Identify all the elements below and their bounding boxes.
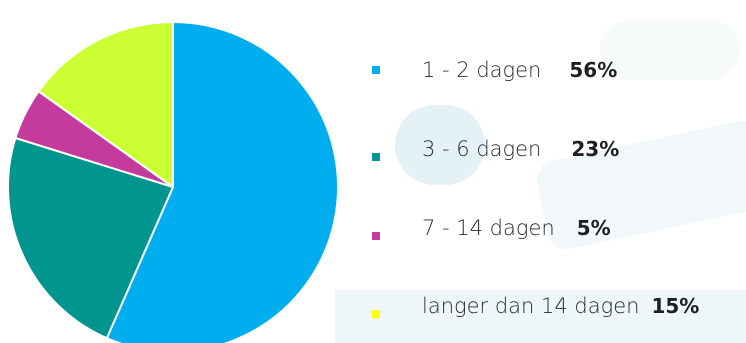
legend-item-3-6-dagen: 3 - 6 dagen 23% <box>372 131 619 167</box>
legend-label: langer dan 14 dagen <box>422 294 640 318</box>
legend-percentage: 5% <box>576 216 611 240</box>
background-blob <box>600 20 740 80</box>
pie-chart <box>7 21 339 343</box>
legend-item-langer-dan-14-dagen: langer dan 14 dagen 15% <box>372 288 699 324</box>
legend-swatch <box>372 66 380 74</box>
legend-swatch <box>372 310 380 318</box>
legend-label: 3 - 6 dagen <box>422 137 542 161</box>
legend-item-1-2-dagen: 1 - 2 dagen 56% <box>372 52 617 88</box>
legend-swatch <box>372 232 380 240</box>
background-blob <box>395 105 485 185</box>
background-blob <box>335 290 746 343</box>
legend-percentage: 23% <box>571 137 620 161</box>
pie-slice-3-6-dagen <box>7 137 174 340</box>
legend-label: 1 - 2 dagen <box>422 58 542 82</box>
legend-swatch <box>372 153 380 161</box>
legend-percentage: 56% <box>569 58 618 82</box>
legend-item-7-14-dagen: 7 - 14 dagen 5% <box>372 210 611 246</box>
pie-slice-langer-dan-14-dagen <box>37 21 174 188</box>
legend-percentage: 15% <box>651 294 700 318</box>
pie-slice-1-2-dagen <box>105 21 339 343</box>
legend-label: 7 - 14 dagen <box>422 216 555 240</box>
